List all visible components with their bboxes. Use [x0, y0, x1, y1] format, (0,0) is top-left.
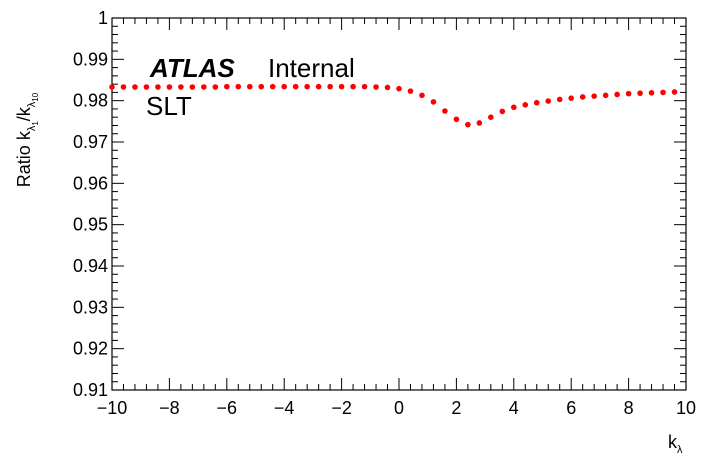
- y-tick-label: 0.91: [73, 380, 108, 400]
- data-point: [660, 89, 666, 96]
- data-point: [488, 114, 494, 120]
- data-point: [476, 120, 483, 126]
- channel-label: SLT: [146, 91, 192, 121]
- data-point: [545, 98, 552, 104]
- data-point: [315, 83, 322, 90]
- data-point: [602, 92, 609, 99]
- y-axis-title-sub2b: 10: [31, 92, 40, 101]
- data-point: [224, 83, 230, 90]
- data-point: [522, 102, 529, 108]
- data-point: [350, 83, 356, 90]
- x-axis-title-main: k: [668, 432, 678, 452]
- y-tick-label: 0.93: [73, 297, 108, 317]
- y-tick-label: 0.99: [73, 49, 108, 69]
- data-points: [109, 83, 678, 128]
- y-tick-label: 1: [98, 8, 108, 28]
- y-axis-title-sub1b: 1: [31, 121, 40, 126]
- data-point: [155, 84, 161, 90]
- x-axis-ticks: [111, 18, 687, 390]
- data-point: [591, 93, 597, 99]
- x-tick-label: −2: [331, 398, 352, 418]
- data-point: [361, 83, 368, 90]
- data-point: [453, 116, 460, 123]
- y-axis-title-prefix: Ratio k: [14, 130, 34, 187]
- y-tick-label: 0.97: [73, 132, 108, 152]
- x-tick-label: 6: [566, 398, 576, 418]
- data-point: [511, 104, 517, 111]
- y-tick-label: 0.98: [73, 91, 108, 111]
- x-tick-label: 8: [624, 398, 634, 418]
- data-point: [419, 92, 425, 99]
- atlas-label: ATLAS: [149, 53, 235, 83]
- x-tick-label: −4: [274, 398, 295, 418]
- data-point: [292, 83, 299, 90]
- x-tick-label: −6: [217, 398, 238, 418]
- data-point: [338, 83, 345, 90]
- data-point: [143, 84, 150, 90]
- x-axis-tick-labels: −10 −8 −6 −4 −2 0 2 4 6 8 10: [97, 398, 696, 418]
- x-tick-label: 0: [394, 398, 404, 418]
- data-point: [201, 84, 207, 90]
- data-point: [166, 84, 173, 90]
- data-point: [327, 83, 333, 90]
- data-point: [258, 83, 265, 90]
- data-point: [304, 83, 310, 90]
- y-axis-title-sub2: λ: [26, 101, 38, 107]
- data-point: [637, 90, 643, 97]
- y-tick-label: 0.94: [73, 256, 108, 276]
- y-tick-label: 0.96: [73, 173, 108, 193]
- x-axis-title: kλ: [668, 432, 683, 456]
- data-point: [178, 84, 184, 90]
- internal-label: Internal: [268, 53, 355, 83]
- data-point: [579, 94, 586, 100]
- x-tick-label: 4: [509, 398, 519, 418]
- data-point: [442, 108, 448, 114]
- y-axis-title-sep: /k: [14, 106, 34, 121]
- data-point: [384, 84, 391, 91]
- data-point: [120, 84, 127, 90]
- data-point: [465, 121, 471, 128]
- data-point: [533, 99, 540, 106]
- y-axis-title-sub1: λ: [26, 125, 38, 131]
- data-point: [281, 83, 288, 90]
- data-point: [246, 83, 253, 90]
- data-point: [671, 89, 678, 95]
- y-axis-title: Ratio kλ1/kλ10: [14, 92, 40, 187]
- x-tick-label: 10: [676, 398, 696, 418]
- x-tick-label: −8: [159, 398, 180, 418]
- y-axis-ticks: [112, 17, 686, 391]
- data-point: [212, 84, 219, 90]
- x-tick-label: −10: [97, 398, 128, 418]
- data-point: [132, 84, 138, 90]
- data-point: [625, 90, 632, 97]
- y-tick-label: 0.92: [73, 339, 108, 359]
- data-point: [568, 95, 574, 101]
- data-point: [407, 88, 414, 94]
- x-tick-label: 2: [451, 398, 461, 418]
- data-point: [614, 91, 620, 98]
- y-tick-label: 0.95: [73, 215, 108, 235]
- y-axis-tick-labels: 0.91 0.92 0.93 0.94 0.95 0.96 0.97 0.98 0.99 1: [73, 8, 108, 400]
- data-point: [556, 96, 563, 103]
- data-point: [499, 108, 506, 115]
- data-point: [396, 85, 402, 92]
- data-point: [109, 84, 115, 90]
- data-point: [269, 83, 276, 90]
- data-point: [430, 99, 437, 105]
- data-point: [373, 84, 379, 90]
- data-point: [235, 83, 242, 90]
- data-point: [189, 84, 196, 90]
- x-axis-title-sub: λ: [677, 444, 683, 456]
- data-point: [648, 90, 655, 96]
